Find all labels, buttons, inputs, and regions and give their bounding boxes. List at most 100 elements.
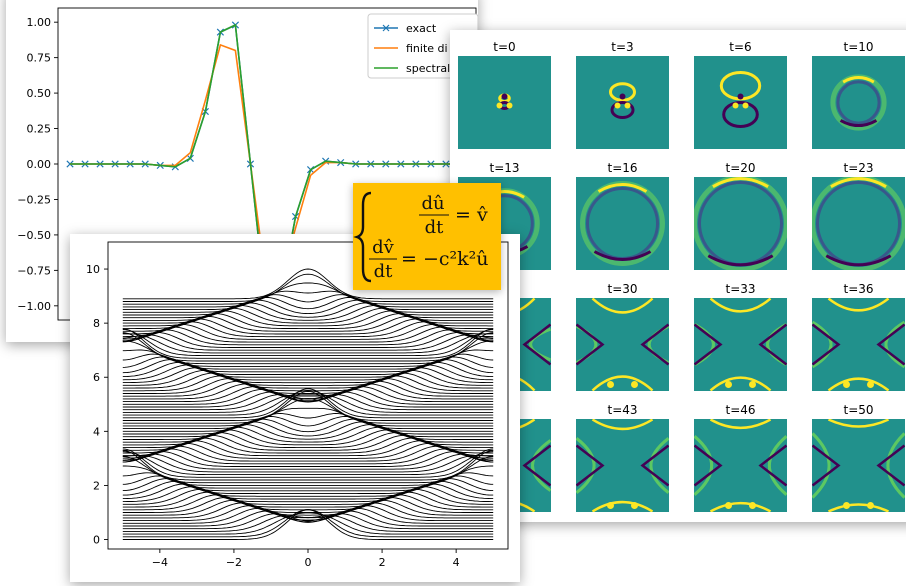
wave-crest: [506, 102, 513, 109]
wave-trough: [758, 323, 787, 366]
waterfall-curve: [122, 456, 494, 484]
waterfall-curve: [122, 388, 494, 405]
wave-trough: [876, 444, 905, 487]
panel-title: t=30: [607, 282, 637, 296]
waterfall-curve: [122, 378, 494, 394]
wave-crest: [725, 381, 732, 388]
waterfall-curve: [122, 434, 494, 451]
wave-panel: t=30: [576, 282, 669, 391]
wave-crest: [725, 502, 732, 509]
waterfall-curve: [122, 349, 494, 367]
wave-crest: [749, 502, 756, 509]
wave-panel: t=46: [694, 403, 787, 512]
wave-trough: [640, 444, 669, 487]
waterfall-ytick-label: 8: [93, 317, 100, 330]
waterfall-curve: [122, 449, 494, 481]
wave-crest: [694, 435, 713, 496]
wave-trough: [839, 119, 878, 128]
wave-trough: [576, 323, 605, 366]
legend-label: finite di: [406, 42, 448, 55]
panel-background: [694, 298, 787, 391]
waterfall-curve: [122, 386, 494, 403]
wave-trough: [522, 444, 551, 487]
wave-crest: [843, 502, 850, 509]
waterfall-curve: [122, 340, 494, 365]
panel-background: [812, 298, 905, 391]
waterfall-ytick-label: 10: [86, 263, 100, 276]
panel-title: t=3: [611, 40, 633, 54]
wave-trough: [758, 444, 787, 487]
panel-title: t=43: [607, 403, 637, 417]
waterfall-curve: [122, 448, 494, 465]
waterfall-curve: [122, 383, 494, 400]
waterfall-curve: [122, 445, 494, 462]
wave-crest: [827, 298, 890, 312]
panel-title: t=16: [607, 161, 637, 175]
wave-crest: [732, 102, 739, 109]
wave-crest: [624, 102, 631, 109]
waterfall-curve: [122, 394, 494, 413]
waterfall-curve: [122, 296, 494, 313]
waterfall-curve: [122, 364, 494, 381]
wave-crest: [576, 437, 596, 494]
line-plot-ytick-label: −0.75: [17, 264, 51, 277]
wave-trough: [694, 323, 723, 366]
wave-crest: [709, 419, 772, 430]
waterfall-xtick-label: −2: [226, 556, 242, 569]
waterfall-ytick-label: 4: [93, 425, 100, 438]
wave-crest: [609, 82, 636, 102]
wave-trough: [576, 444, 605, 487]
wave-crest: [768, 435, 787, 496]
legend-label: spectral: [406, 62, 450, 75]
waterfall-curve: [122, 483, 494, 500]
waterfall-xtick-label: −4: [152, 556, 168, 569]
waterfall-curve: [122, 494, 494, 511]
wave-panel: t=33: [694, 282, 787, 391]
waterfall-curve: [122, 307, 494, 324]
wave-panel: t=10: [812, 40, 905, 149]
waterfall-curve: [122, 413, 494, 430]
waterfall-curve: [122, 332, 494, 362]
panel-background: [576, 419, 669, 512]
waterfall-curve: [122, 415, 494, 432]
waterfall-curve: [122, 451, 494, 476]
waterfall-curve: [122, 390, 494, 421]
waterfall-curve: [122, 328, 494, 359]
waterfall-curve: [122, 329, 494, 357]
wave-crest: [649, 437, 669, 494]
wave-equation: dû dt = v̂ dv̂ dt = −c²k²û: [353, 191, 489, 283]
waterfall-curve: [122, 407, 494, 427]
wave-trough: [812, 323, 841, 366]
waterfall-curve: [122, 313, 494, 330]
waterfall-curve: [122, 290, 494, 308]
wave-crest: [749, 381, 756, 388]
wave-crest: [591, 419, 654, 431]
waterfall-curve: [122, 388, 494, 419]
wave-crest: [867, 381, 874, 388]
waterfall-curve: [122, 367, 494, 384]
eq2-num: dv̂: [372, 237, 395, 258]
waterfall-curve: [122, 302, 494, 319]
wave-crest: [867, 502, 874, 509]
legend-marker: [382, 24, 390, 32]
wave-trough: [501, 93, 508, 100]
waterfall-curve: [122, 394, 494, 411]
panel-title: t=50: [843, 403, 873, 417]
waterfall-curve: [122, 465, 494, 486]
wave-crest: [591, 375, 654, 391]
wave-trough: [812, 444, 841, 487]
waterfall-curve: [122, 370, 494, 386]
wave-crest: [607, 502, 614, 509]
waterfall-curve: [122, 421, 494, 438]
waterfall-xtick-label: 4: [453, 556, 460, 569]
wave-crest: [614, 102, 621, 109]
waterfall-curve: [122, 418, 494, 435]
waterfall-curve: [122, 507, 494, 524]
waterfall-curve: [122, 489, 494, 505]
waterfall-ytick-label: 2: [93, 479, 100, 492]
line-plot-ytick-label: 0.25: [27, 123, 52, 136]
equation-box: dû dt = v̂ dv̂ dt = −c²k²û: [353, 183, 501, 290]
waterfall-curve: [122, 448, 494, 478]
panel-title: t=20: [725, 161, 755, 175]
waterfall-curve: [122, 426, 494, 443]
